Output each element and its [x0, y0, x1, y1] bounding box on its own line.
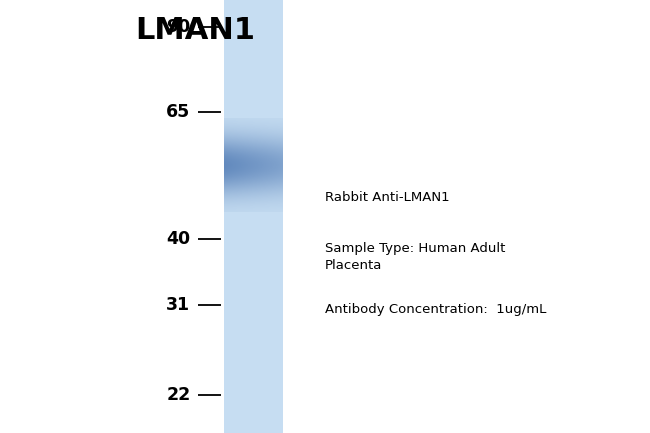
Text: LMAN1: LMAN1: [135, 16, 255, 45]
Text: 90: 90: [166, 19, 190, 36]
Text: Sample Type: Human Adult
Placenta: Sample Type: Human Adult Placenta: [325, 242, 506, 272]
Text: 40: 40: [166, 230, 190, 248]
Text: 65: 65: [166, 103, 190, 121]
Text: 22: 22: [166, 386, 190, 404]
Text: 31: 31: [166, 296, 190, 314]
Text: Antibody Concentration:  1ug/mL: Antibody Concentration: 1ug/mL: [325, 303, 547, 316]
Text: Rabbit Anti-LMAN1: Rabbit Anti-LMAN1: [325, 191, 450, 204]
